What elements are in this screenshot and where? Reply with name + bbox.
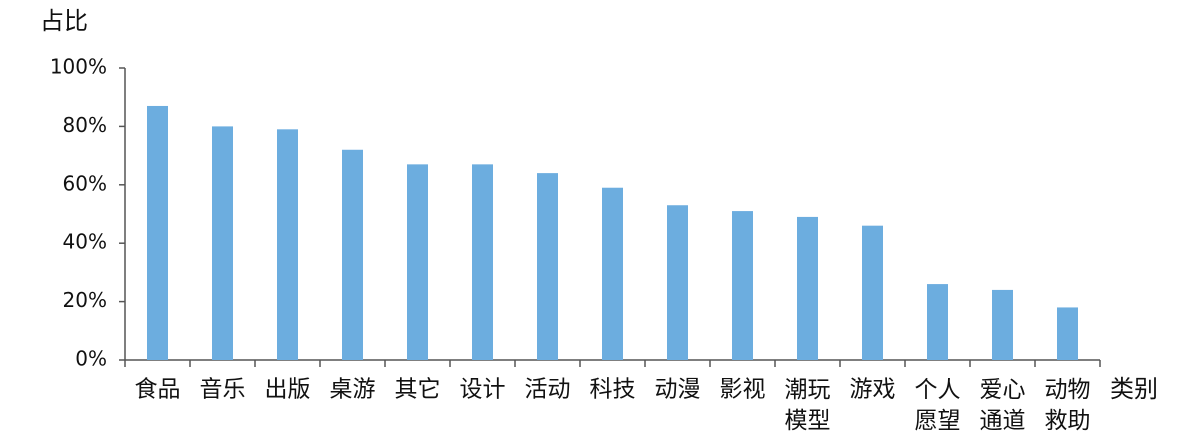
bar (927, 284, 948, 360)
y-tick-label: 20% (63, 288, 107, 312)
x-tick-label: 设计 (460, 377, 506, 403)
x-tick-label: 出版 (265, 377, 311, 403)
x-tick-label: 桌游 (330, 377, 376, 403)
y-axis-title: 占比 (40, 7, 88, 35)
x-tick-label: 动漫 (655, 377, 701, 403)
bar (342, 149, 363, 360)
bar (667, 205, 688, 360)
bar (407, 164, 428, 360)
bar (992, 289, 1013, 360)
bar (602, 187, 623, 360)
bar (862, 225, 883, 360)
bar (472, 164, 493, 360)
y-tick-label: 0% (75, 347, 107, 371)
bar (797, 216, 818, 360)
x-tick-label: 其它 (395, 377, 441, 403)
bar (212, 126, 233, 361)
x-tick-label: 潮玩模型 (785, 377, 831, 434)
x-tick-label: 活动 (525, 377, 571, 403)
bar (732, 211, 753, 360)
y-tick-label: 60% (63, 171, 107, 195)
bar (537, 173, 558, 360)
bar (1057, 307, 1078, 360)
bar (277, 129, 298, 360)
x-tick-label: 影视 (720, 377, 766, 403)
x-tick-label: 动物救助 (1045, 377, 1091, 434)
y-tick-label: 40% (63, 230, 107, 254)
x-tick-label: 科技 (590, 377, 636, 403)
x-tick-label: 食品 (135, 377, 181, 403)
y-tick-label: 100% (50, 55, 107, 79)
y-tick-label: 80% (63, 113, 107, 137)
x-tick-label: 个人愿望 (915, 377, 961, 434)
x-tick-label: 音乐 (200, 377, 246, 403)
x-axis-title: 类别 (1110, 375, 1158, 403)
bar (147, 105, 168, 361)
x-tick-label: 爱心通道 (980, 377, 1026, 434)
x-tick-label: 游戏 (850, 377, 896, 403)
